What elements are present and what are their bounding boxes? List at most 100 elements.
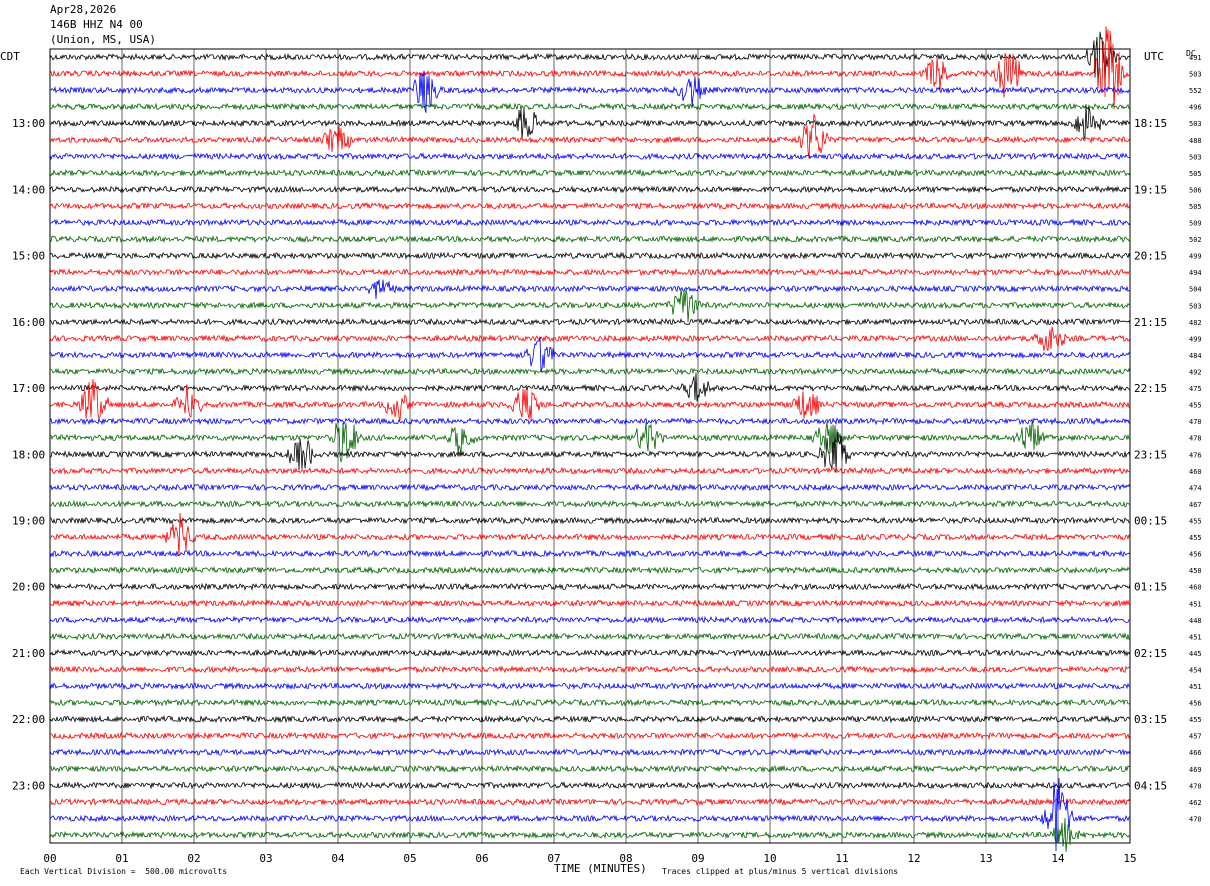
dc-offset-value: 504: [1189, 286, 1202, 294]
dc-offset-value: 475: [1189, 385, 1202, 393]
dc-offset-value: 462: [1189, 799, 1202, 807]
trace-row-47: [49, 817, 1131, 852]
dc-offset-value: 552: [1189, 87, 1202, 95]
left-hour-label: 15:00: [12, 250, 45, 263]
trace-row-29: [49, 512, 1131, 557]
trace-row-2: [49, 70, 1131, 113]
dc-offset-value: 451: [1189, 633, 1202, 641]
dc-label: DC: [1186, 49, 1196, 58]
x-tick-label: 14: [1051, 852, 1065, 865]
trace-row-12: [49, 251, 1131, 260]
x-tick-label: 08: [619, 852, 632, 865]
dc-offset-value: 445: [1189, 650, 1202, 658]
x-tick-label: 00: [43, 852, 56, 865]
dc-offset-value: 455: [1189, 534, 1202, 542]
dc-offset-value: 488: [1189, 137, 1202, 145]
dc-offset-value: 455: [1189, 402, 1202, 410]
trace-row-21: [49, 379, 1131, 421]
x-tick-label: 02: [187, 852, 200, 865]
right-hour-label: 19:15: [1134, 183, 1167, 196]
dc-offset-value: 455: [1189, 716, 1202, 724]
x-tick-label: 13: [979, 852, 992, 865]
trace-row-46: [49, 777, 1131, 852]
dc-offset-value: 456: [1189, 700, 1202, 708]
left-hour-label: 19:00: [12, 514, 45, 527]
trace-row-26: [49, 483, 1131, 492]
x-tick-label: 09: [691, 852, 704, 865]
right-timezone-label: UTC: [1144, 50, 1164, 63]
trace-row-1: [49, 26, 1131, 110]
header-station: 146B HHZ N4 00: [50, 18, 143, 31]
x-tick-label: 05: [403, 852, 416, 865]
dc-offset-value: 505: [1189, 203, 1202, 211]
trace-row-18: [49, 336, 1131, 372]
left-hour-label: 16:00: [12, 316, 45, 329]
trace-row-17: [49, 326, 1131, 352]
trace-row-39: [49, 698, 1131, 707]
trace-row-15: [49, 289, 1131, 323]
trace-row-11: [49, 234, 1131, 244]
trace-row-24: [49, 425, 1131, 473]
left-hour-label: 20:00: [12, 581, 45, 594]
right-hour-label: 22:15: [1134, 382, 1167, 395]
trace-row-30: [49, 549, 1131, 558]
dc-offset-value: 492: [1189, 369, 1202, 377]
x-tick-label: 07: [547, 852, 560, 865]
trace-row-16: [49, 317, 1131, 326]
right-hour-label: 21:15: [1134, 316, 1167, 329]
x-tick-label: 03: [259, 852, 272, 865]
trace-row-35: [49, 632, 1131, 641]
dc-offset-value: 474: [1189, 484, 1202, 492]
dc-offset-value: 457: [1189, 733, 1202, 741]
dc-offset-value: 503: [1189, 153, 1202, 161]
left-hour-label: 23:00: [12, 779, 45, 792]
trace-row-34: [49, 615, 1131, 624]
dc-offset-value: 506: [1189, 186, 1202, 194]
trace-row-42: [49, 748, 1131, 757]
trace-row-31: [49, 565, 1131, 575]
trace-row-43: [49, 764, 1131, 773]
header-location: (Union, MS, USA): [50, 33, 156, 46]
dc-offset-value: 499: [1189, 253, 1202, 261]
x-axis-label: TIME (MINUTES): [554, 862, 647, 875]
right-hour-label: 18:15: [1134, 117, 1167, 130]
dc-offset-value: 469: [1189, 766, 1202, 774]
x-tick-label: 12: [907, 852, 920, 865]
x-tick-label: 01: [115, 852, 128, 865]
right-hour-label: 04:15: [1134, 779, 1167, 792]
left-timezone-label: CDT: [0, 50, 20, 63]
trace-row-27: [49, 499, 1131, 509]
trace-row-44: [49, 781, 1131, 790]
dc-offset-value: 494: [1189, 269, 1202, 277]
dc-offset-value: 470: [1189, 815, 1202, 823]
trace-row-8: [49, 185, 1131, 194]
right-hour-label: 23:15: [1134, 448, 1167, 461]
dc-offset-value: 482: [1189, 319, 1202, 327]
left-hour-label: 18:00: [12, 448, 45, 461]
trace-row-7: [49, 168, 1131, 177]
dc-offset-value: 454: [1189, 666, 1202, 674]
dc-offset-value: 470: [1189, 782, 1202, 790]
trace-row-45: [49, 797, 1131, 807]
trace-row-37: [49, 665, 1131, 674]
scale-note: Each Vertical Division = 500.00 microvol…: [20, 867, 228, 876]
trace-row-40: [49, 714, 1131, 724]
dc-offset-value: 496: [1189, 104, 1202, 112]
left-hour-label: 22:00: [12, 713, 45, 726]
dc-offset-value: 451: [1189, 600, 1202, 608]
trace-row-20: [49, 372, 1131, 402]
dc-offset-value: 503: [1189, 302, 1202, 310]
trace-row-3: [49, 102, 1131, 111]
dc-offset-value: 499: [1189, 335, 1202, 343]
dc-offset-value: 460: [1189, 468, 1202, 476]
dc-offset-value: 450: [1189, 567, 1202, 575]
trace-row-5: [49, 113, 1131, 159]
trace-row-25: [49, 466, 1131, 476]
x-tick-label: 11: [835, 852, 848, 865]
trace-row-0: [49, 31, 1131, 83]
dc-offset-value: 484: [1189, 352, 1202, 360]
trace-row-38: [49, 681, 1131, 691]
dc-offset-value: 505: [1189, 170, 1202, 178]
trace-row-36: [49, 648, 1131, 658]
clip-note: Traces clipped at plus/minus 5 vertical …: [662, 867, 899, 876]
